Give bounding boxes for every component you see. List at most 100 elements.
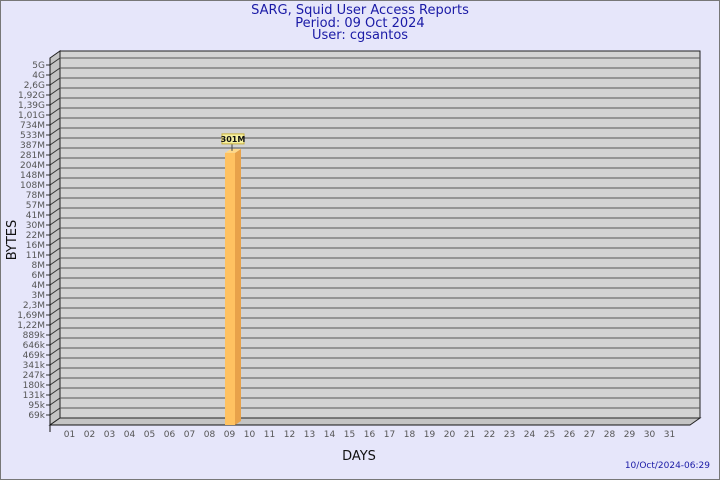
y-tick-label: 131k [23,391,46,401]
y-tick-diagonal [49,317,61,326]
y-tick-label: 341k [23,361,46,371]
y-tick-label: 148M [20,171,45,181]
y-tick-label: 78M [26,191,45,201]
y-tick-diagonal [49,287,61,296]
y-tick-diagonal [49,407,61,416]
y-tick-label: 41M [26,211,45,221]
x-tick-label: 20 [444,430,456,440]
x-tick-label: 29 [624,430,636,440]
y-axis-label: BYTES [5,220,20,261]
x-tick-label: 07 [184,430,195,440]
y-tick-diagonal [49,207,61,216]
y-tick-label: 387M [20,141,45,151]
plot-back-wall [59,50,701,419]
y-tick-diagonal [49,327,61,336]
bar-label-box [221,133,245,145]
y-tick-label: 4G [32,71,45,81]
y-tick-diagonal [49,57,61,66]
x-tick-label: 31 [664,430,675,440]
y-tick-diagonal [49,397,61,406]
x-axis-label: DAYS [342,449,376,464]
x-tick-label: 14 [324,430,336,440]
x-tick-label: 08 [204,430,216,440]
x-tick-label: 15 [344,430,355,440]
x-tick-label: 12 [284,430,295,440]
y-tick-label: 281M [20,151,45,161]
y-tick-label: 5G [32,61,45,71]
chart-period: Period: 09 Oct 2024 [295,16,425,31]
bar [225,152,235,425]
y-tick-diagonal [49,107,61,116]
y-tick-label: 1,22M [17,321,45,331]
y-tick-diagonal [49,297,61,306]
y-tick-diagonal [49,337,61,346]
y-tick-diagonal [49,237,61,246]
y-tick-diagonal [49,377,61,386]
y-tick-diagonal [49,137,61,146]
x-tick-label: 02 [84,430,95,440]
y-tick-label: 180k [23,381,46,391]
y-tick-diagonal [49,87,61,96]
x-tick-label: 18 [404,430,416,440]
y-tick-label: 204M [20,161,45,171]
y-tick-diagonal [49,277,61,286]
y-tick-label: 108M [20,181,45,191]
x-tick-label: 19 [424,430,436,440]
y-tick-label: 2,6G [24,81,45,91]
y-tick-diagonal [49,67,61,76]
x-tick-label: 30 [644,430,656,440]
y-tick-diagonal [49,147,61,156]
y-tick-diagonal [49,217,61,226]
y-tick-diagonal [49,187,61,196]
y-tick-label: 469k [23,351,46,361]
x-tick-label: 22 [484,430,495,440]
x-tick-label: 28 [604,430,616,440]
bar-value-label: 301M [221,135,246,144]
y-tick-label: 1,01G [18,111,45,121]
y-tick-diagonal [49,197,61,206]
y-tick-label: 1,39G [18,101,45,111]
x-tick-label: 06 [164,430,176,440]
y-tick-diagonal [49,157,61,166]
x-tick-label: 27 [584,430,595,440]
y-tick-diagonal [49,307,61,316]
x-tick-label: 10 [244,430,256,440]
chart-title: SARG, Squid User Access Reports [251,3,469,18]
y-tick-diagonal [49,347,61,356]
y-tick-diagonal [49,167,61,176]
x-tick-label: 01 [64,430,75,440]
report-timestamp: 10/Oct/2024-06:29 [624,461,710,471]
x-tick-label: 25 [544,430,555,440]
x-tick-label: 04 [124,430,136,440]
x-tick-label: 11 [264,430,275,440]
y-tick-label: 734M [20,121,45,131]
y-tick-label: 57M [26,201,45,211]
y-tick-diagonal [49,257,61,266]
y-tick-diagonal [49,247,61,256]
x-tick-label: 09 [224,430,236,440]
y-tick-label: 22M [26,231,45,241]
y-tick-diagonal [49,267,61,276]
x-tick-label: 03 [104,430,115,440]
y-tick-label: 1,69M [17,311,45,321]
y-tick-diagonal [49,77,61,86]
x-tick-label: 24 [524,430,536,440]
x-tick-label: 26 [564,430,576,440]
x-tick-label: 16 [364,430,376,440]
y-tick-diagonal [49,387,61,396]
plot-floor [48,417,702,426]
y-tick-label: 3M [32,291,46,301]
y-tick-diagonal [49,97,61,106]
y-tick-label: 8M [32,261,46,271]
y-tick-diagonal [49,117,61,126]
y-tick-label: 1,92G [18,91,45,101]
y-tick-label: 533M [20,131,45,141]
x-tick-label: 05 [144,430,155,440]
y-tick-label: 2,3M [23,301,45,311]
y-tick-label: 16M [26,241,45,251]
y-tick-diagonal [49,367,61,376]
y-tick-diagonal [49,357,61,366]
x-tick-label: 17 [384,430,395,440]
bar-top [225,148,241,153]
